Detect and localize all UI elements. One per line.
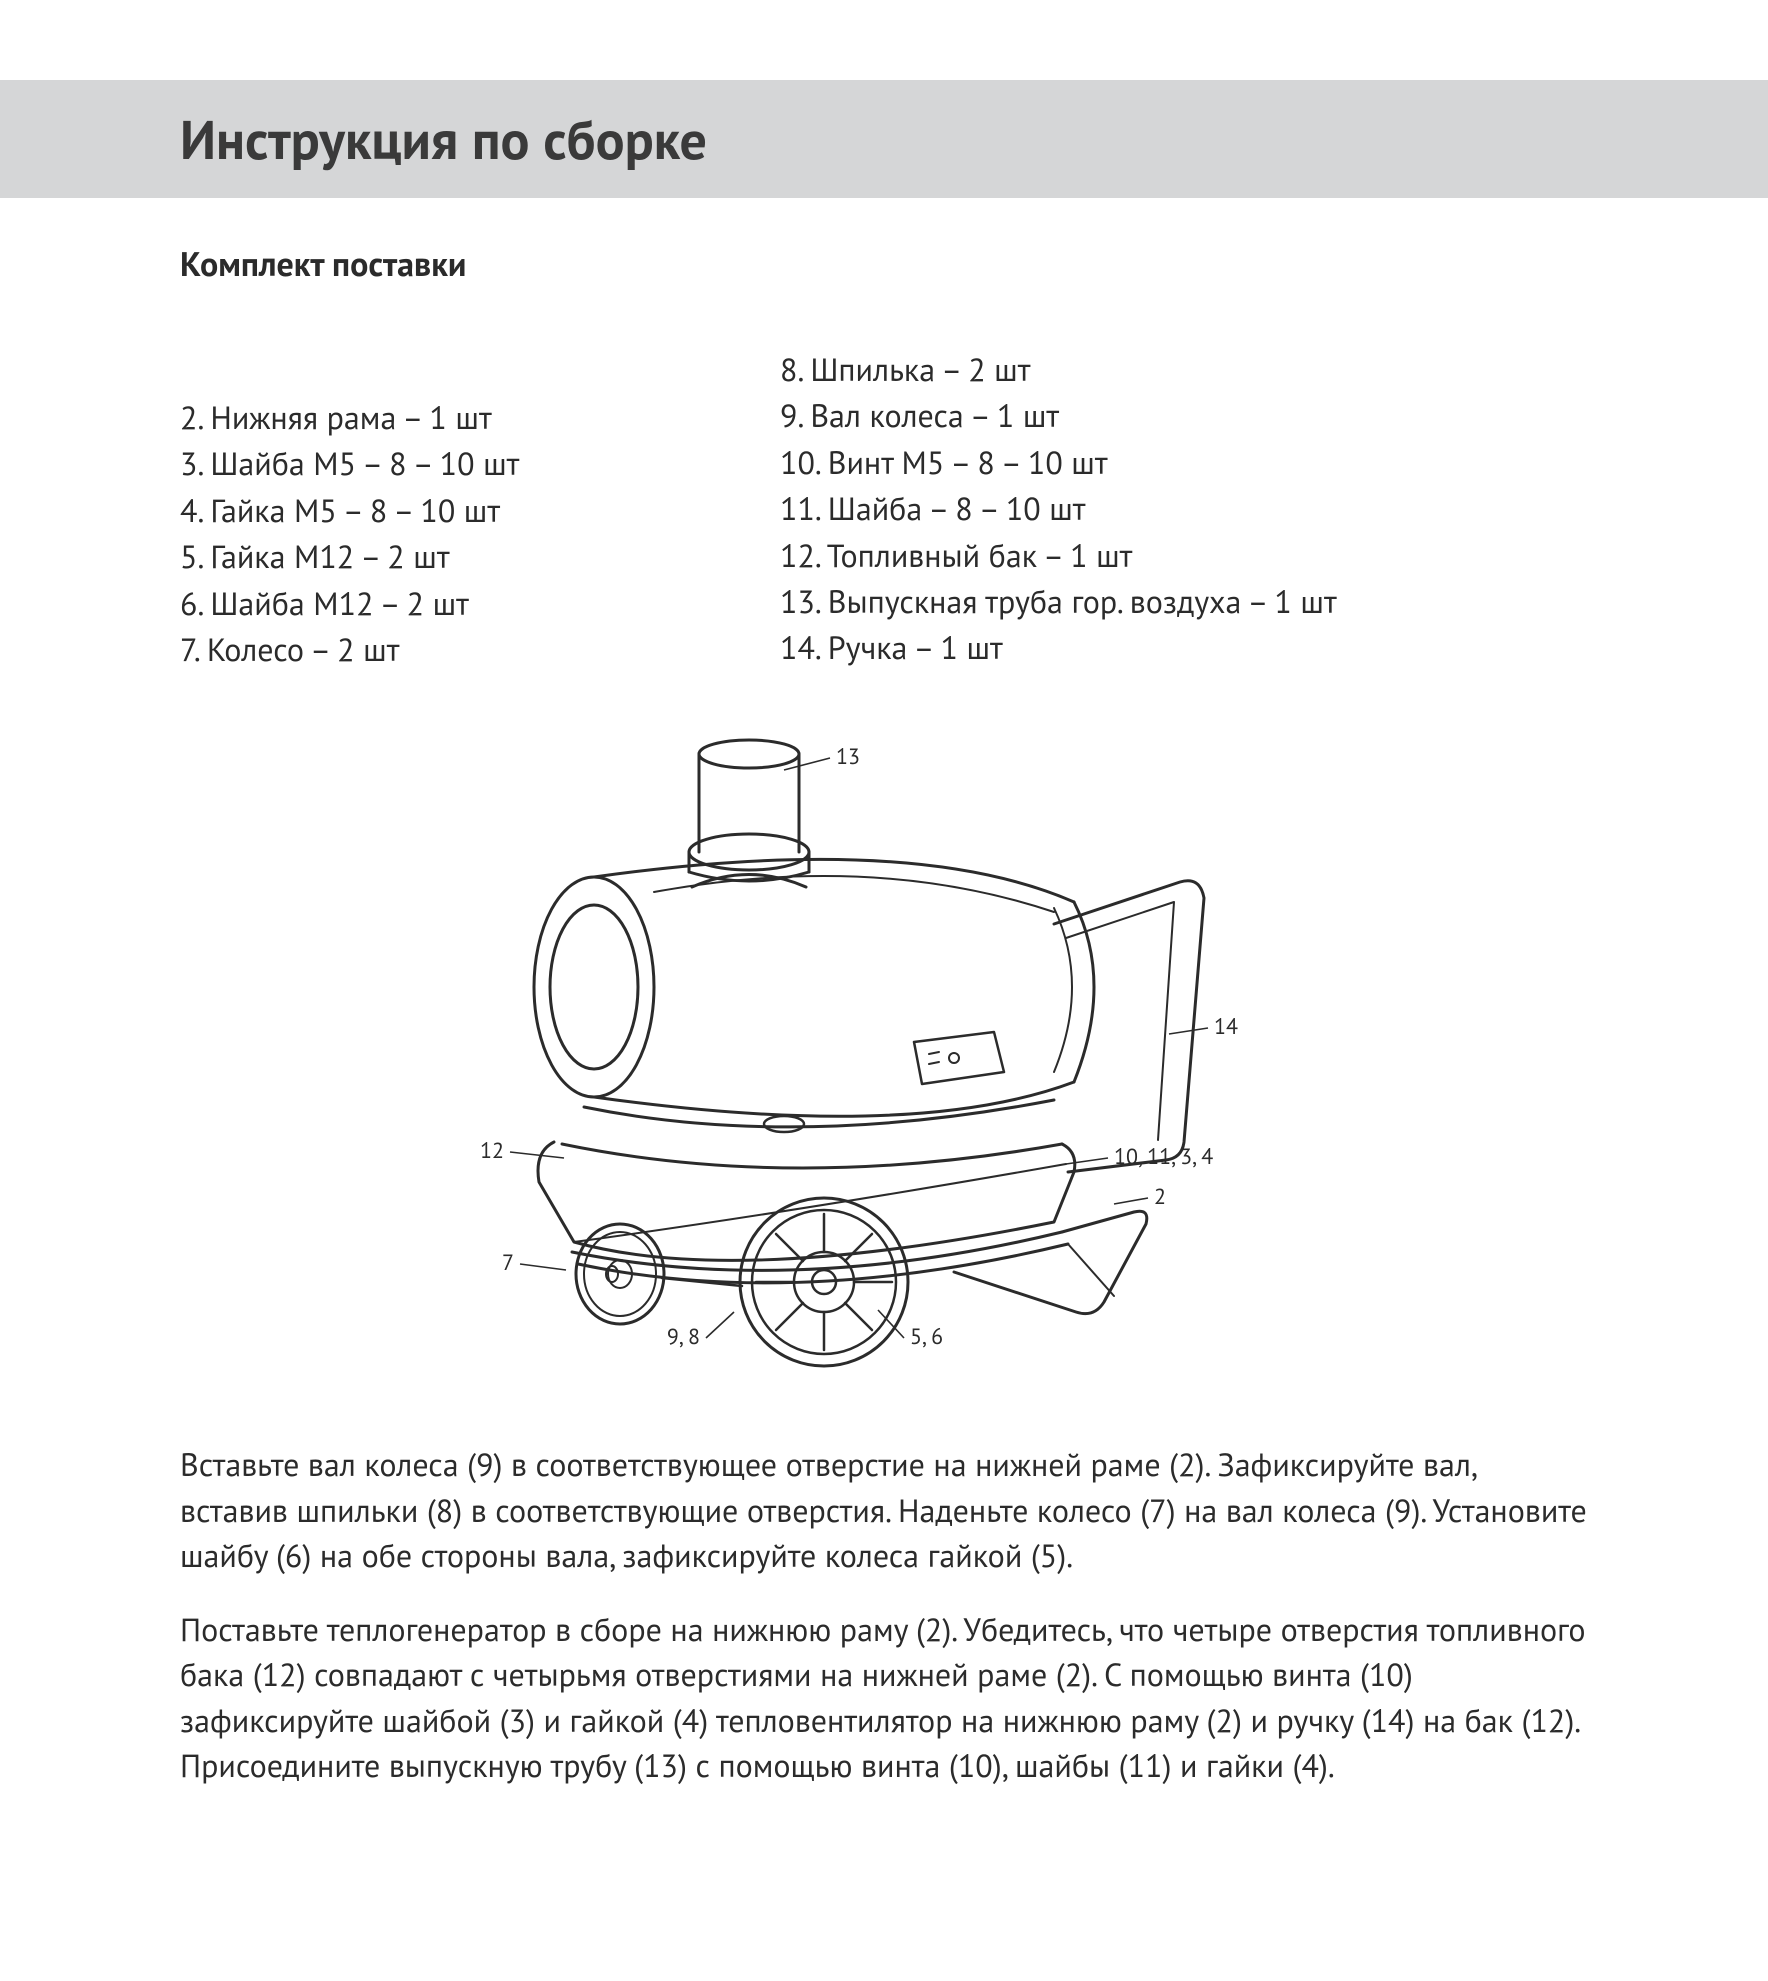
parts-item: 13. Выпускная труба гор. воздуха – 1 шт: [780, 578, 1588, 624]
assembly-diagram: 13 14 10, 11, 3, 4 2 12 7 9, 8 5, 6: [180, 712, 1588, 1392]
parts-item: 11. Шайба – 8 – 10 шт: [780, 485, 1588, 531]
page-title: Инструкция по сборке: [180, 104, 1768, 174]
diagram-callout: 5, 6: [910, 1323, 943, 1351]
parts-item: 12. Топливный бак – 1 шт: [780, 532, 1588, 578]
diagram-callout: 14: [1214, 1013, 1238, 1041]
parts-list-left: 2. Нижняя рама – 1 шт3. Шайба М5 – 8 – 1…: [180, 346, 700, 672]
instructions-text: Вставьте вал колеса (9) в соответствующе…: [180, 1442, 1588, 1788]
diagram-callout: 12: [480, 1137, 504, 1165]
parts-item: 6. Шайба М12 – 2 шт: [180, 580, 700, 626]
parts-item: 9. Вал колеса – 1 шт: [780, 392, 1588, 438]
diagram-callout: 10, 11, 3, 4: [1114, 1143, 1213, 1171]
parts-list: 2. Нижняя рама – 1 шт3. Шайба М5 – 8 – 1…: [180, 346, 1588, 672]
subtitle: Комплект поставки: [180, 242, 1588, 286]
instruction-paragraph: Поставьте теплогенератор в сборе на нижн…: [180, 1607, 1588, 1789]
page: Инструкция по сборке Комплект поставки 2…: [0, 0, 1768, 1916]
parts-item: 10. Винт М5 – 8 – 10 шт: [780, 439, 1588, 485]
content: Комплект поставки 2. Нижняя рама – 1 шт3…: [0, 242, 1768, 1788]
diagram-callout: 13: [836, 743, 860, 771]
diagram-callout: 2: [1154, 1183, 1166, 1211]
parts-item: 4. Гайка М5 – 8 – 10 шт: [180, 487, 700, 533]
instruction-paragraph: Вставьте вал колеса (9) в соответствующе…: [180, 1442, 1588, 1578]
parts-item: 3. Шайба М5 – 8 – 10 шт: [180, 440, 700, 486]
parts-item: 2. Нижняя рама – 1 шт: [180, 394, 700, 440]
title-bar: Инструкция по сборке: [0, 80, 1768, 198]
diagram-callout: 9, 8: [667, 1323, 700, 1351]
parts-item: 8. Шпилька – 2 шт: [780, 346, 1588, 392]
parts-item: 7. Колесо – 2 шт: [180, 626, 700, 672]
parts-item: 14. Ручка – 1 шт: [780, 624, 1588, 670]
diagram-callout: 7: [502, 1249, 514, 1277]
parts-list-right: 8. Шпилька – 2 шт9. Вал колеса – 1 шт10.…: [780, 346, 1588, 672]
parts-item: 5. Гайка М12 – 2 шт: [180, 533, 700, 579]
